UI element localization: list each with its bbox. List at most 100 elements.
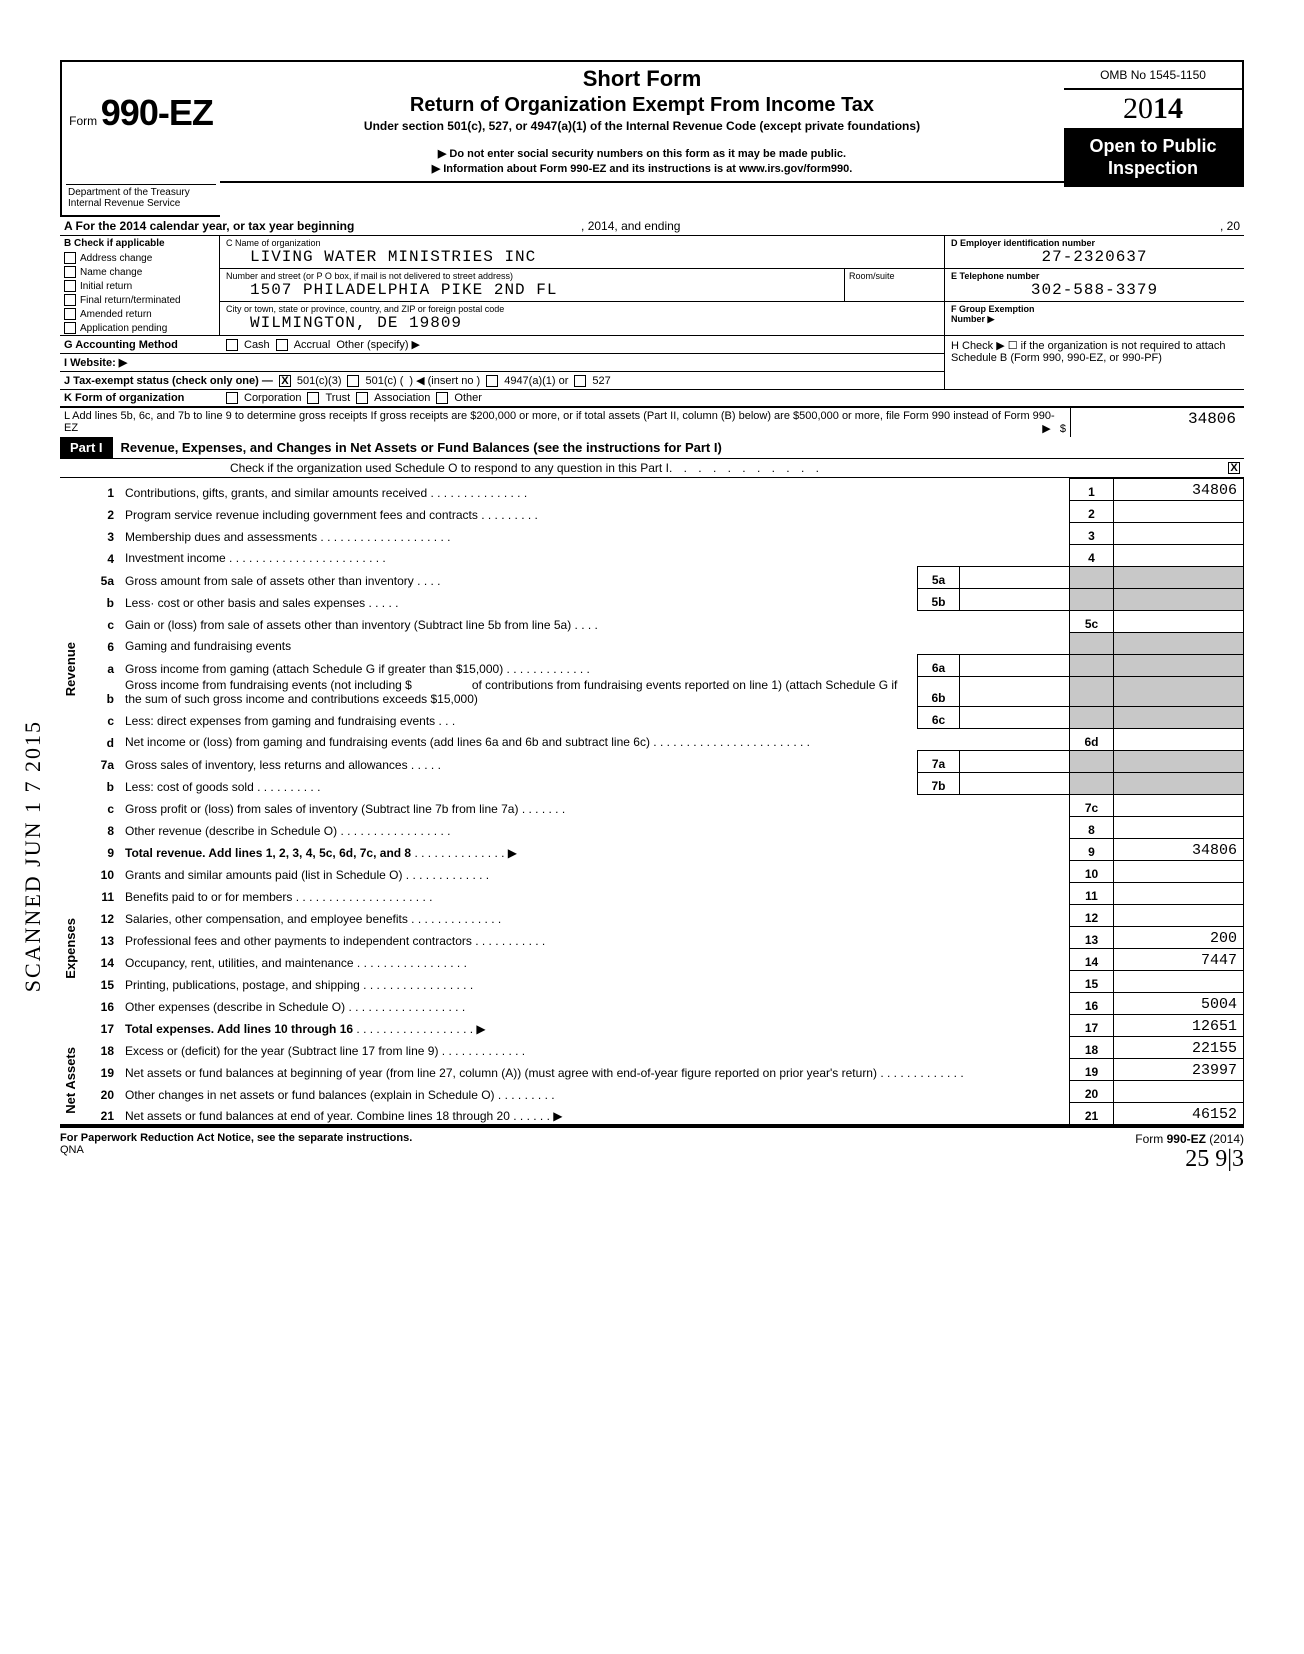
line-1-val: 34806 <box>1114 479 1244 501</box>
line-9-val: 34806 <box>1114 839 1244 861</box>
checkbox-app-pending[interactable] <box>64 322 76 334</box>
label-assoc: Association <box>374 392 430 404</box>
line-16-box: 16 <box>1070 993 1114 1015</box>
line-5b-subval <box>960 589 1070 611</box>
no-ssn-note: ▶ Do not enter social security numbers o… <box>228 147 1056 160</box>
gross-receipts-value: 34806 <box>1070 408 1244 437</box>
label-insert-no: ) ◀ (insert no ) <box>409 374 480 387</box>
city-label: City or town, state or province, country… <box>226 304 938 314</box>
open-to-public: Open to Public Inspection <box>1064 130 1242 185</box>
line-6c-greyval <box>1114 707 1244 729</box>
column-right-def: D Employer identification number 27-2320… <box>944 236 1244 335</box>
year-prefix: 20 <box>1123 92 1153 125</box>
checkbox-schedule-o[interactable] <box>1228 462 1240 474</box>
line-14-val: 7447 <box>1114 949 1244 971</box>
line-6-greyval <box>1114 633 1244 655</box>
street-value: 1507 PHILADELPHIA PIKE 2ND FL <box>226 281 838 299</box>
open-line2: Inspection <box>1066 158 1240 180</box>
line-7a-subval <box>960 751 1070 773</box>
line-6b-subbox: 6b <box>918 677 960 707</box>
checkbox-final-return[interactable] <box>64 294 76 306</box>
checkbox-amended[interactable] <box>64 308 76 320</box>
form-reference: Form 990-EZ (2014) <box>1135 1132 1244 1146</box>
ein-label: D Employer identification number <box>951 238 1238 248</box>
checkbox-trust[interactable] <box>307 392 319 404</box>
line-5a-subval <box>960 567 1070 589</box>
line-7b-greybox <box>1070 773 1114 795</box>
group-exempt-number: Number ▶ <box>951 314 1238 325</box>
line-13-num: 13 <box>88 927 122 949</box>
checkbox-cash[interactable] <box>226 339 238 351</box>
section-a-tax-year: A For the 2014 calendar year, or tax yea… <box>60 217 1244 236</box>
label-address-change: Address change <box>80 253 152 264</box>
line-6c-desc: Less: direct expenses from gaming and fu… <box>125 714 435 728</box>
line-3-box: 3 <box>1070 523 1114 545</box>
line-11-box: 11 <box>1070 883 1114 905</box>
checkbox-other-org[interactable] <box>436 392 448 404</box>
line-5c-box: 5c <box>1070 611 1114 633</box>
line-6a-num: a <box>88 655 122 677</box>
line-5c-desc: Gain or (loss) from sale of assets other… <box>125 618 571 632</box>
line-21-box: 21 <box>1070 1103 1114 1125</box>
checkbox-assoc[interactable] <box>356 392 368 404</box>
label-501c: 501(c) ( <box>365 375 403 387</box>
line-6d-num: d <box>88 729 122 751</box>
j-label: J Tax-exempt status (check only one) — <box>64 375 273 387</box>
line-2-desc: Program service revenue including govern… <box>125 508 478 522</box>
label-trust: Trust <box>325 392 350 404</box>
checkbox-address-change[interactable] <box>64 252 76 264</box>
line-20-num: 20 <box>88 1081 122 1103</box>
checkbox-accrual[interactable] <box>276 339 288 351</box>
line-7b-num: b <box>88 773 122 795</box>
line-16-val: 5004 <box>1114 993 1244 1015</box>
line-6a-desc: Gross income from gaming (attach Schedul… <box>125 662 503 676</box>
phone-label: E Telephone number <box>951 271 1238 281</box>
form-number-box: Form 990-EZ Department of the Treasury I… <box>60 60 220 217</box>
checkbox-corp[interactable] <box>226 392 238 404</box>
checkbox-name-change[interactable] <box>64 266 76 278</box>
line-21-val: 46152 <box>1114 1103 1244 1125</box>
line-7a-desc: Gross sales of inventory, less returns a… <box>125 758 408 772</box>
line-4-desc: Investment income <box>125 551 226 565</box>
line-6c-num: c <box>88 707 122 729</box>
side-label-revenue: Revenue <box>63 642 78 696</box>
line-8-val <box>1114 817 1244 839</box>
line-12-box: 12 <box>1070 905 1114 927</box>
line-5b-desc: Less· cost or other basis and sales expe… <box>125 596 365 610</box>
row-j-tax-status: J Tax-exempt status (check only one) — 5… <box>60 372 944 390</box>
line-7c-num: c <box>88 795 122 817</box>
side-label-expenses: Expenses <box>63 918 78 979</box>
line-20-val <box>1114 1081 1244 1103</box>
line-4-num: 4 <box>88 545 122 567</box>
line-18-val: 22155 <box>1114 1037 1244 1059</box>
line-10-val <box>1114 861 1244 883</box>
checkbox-initial-return[interactable] <box>64 280 76 292</box>
handwritten-mark: 25 9|3 <box>1185 1146 1244 1172</box>
line-8-num: 8 <box>88 817 122 839</box>
checkbox-501c3[interactable] <box>279 375 291 387</box>
line-14-desc: Occupancy, rent, utilities, and maintena… <box>125 956 354 970</box>
line-15-num: 15 <box>88 971 122 993</box>
checkbox-527[interactable] <box>574 375 586 387</box>
checkbox-4947[interactable] <box>486 375 498 387</box>
label-initial-return: Initial return <box>80 281 132 292</box>
line-7c-desc: Gross profit or (loss) from sales of inv… <box>125 802 518 816</box>
line-6a-greyval <box>1114 655 1244 677</box>
label-cash: Cash <box>244 339 270 351</box>
tax-year: 2014 <box>1064 90 1242 130</box>
title-main: Return of Organization Exempt From Incom… <box>228 94 1056 117</box>
label-accrual: Accrual <box>294 339 331 351</box>
label-amended: Amended return <box>80 309 152 320</box>
part1-title: Revenue, Expenses, and Changes in Net As… <box>113 440 722 455</box>
line-6a-subbox: 6a <box>918 655 960 677</box>
checkbox-501c[interactable] <box>347 375 359 387</box>
part1-tag: Part I <box>60 437 113 458</box>
row-l-gross-receipts: L Add lines 5b, 6c, and 7b to line 9 to … <box>60 407 1244 437</box>
line-7a-greyval <box>1114 751 1244 773</box>
line-5b-num: b <box>88 589 122 611</box>
room-suite-label: Room/suite <box>844 269 944 301</box>
line-19-num: 19 <box>88 1059 122 1081</box>
line-10-num: 10 <box>88 861 122 883</box>
line-14-num: 14 <box>88 949 122 971</box>
open-line1: Open to Public <box>1066 136 1240 158</box>
